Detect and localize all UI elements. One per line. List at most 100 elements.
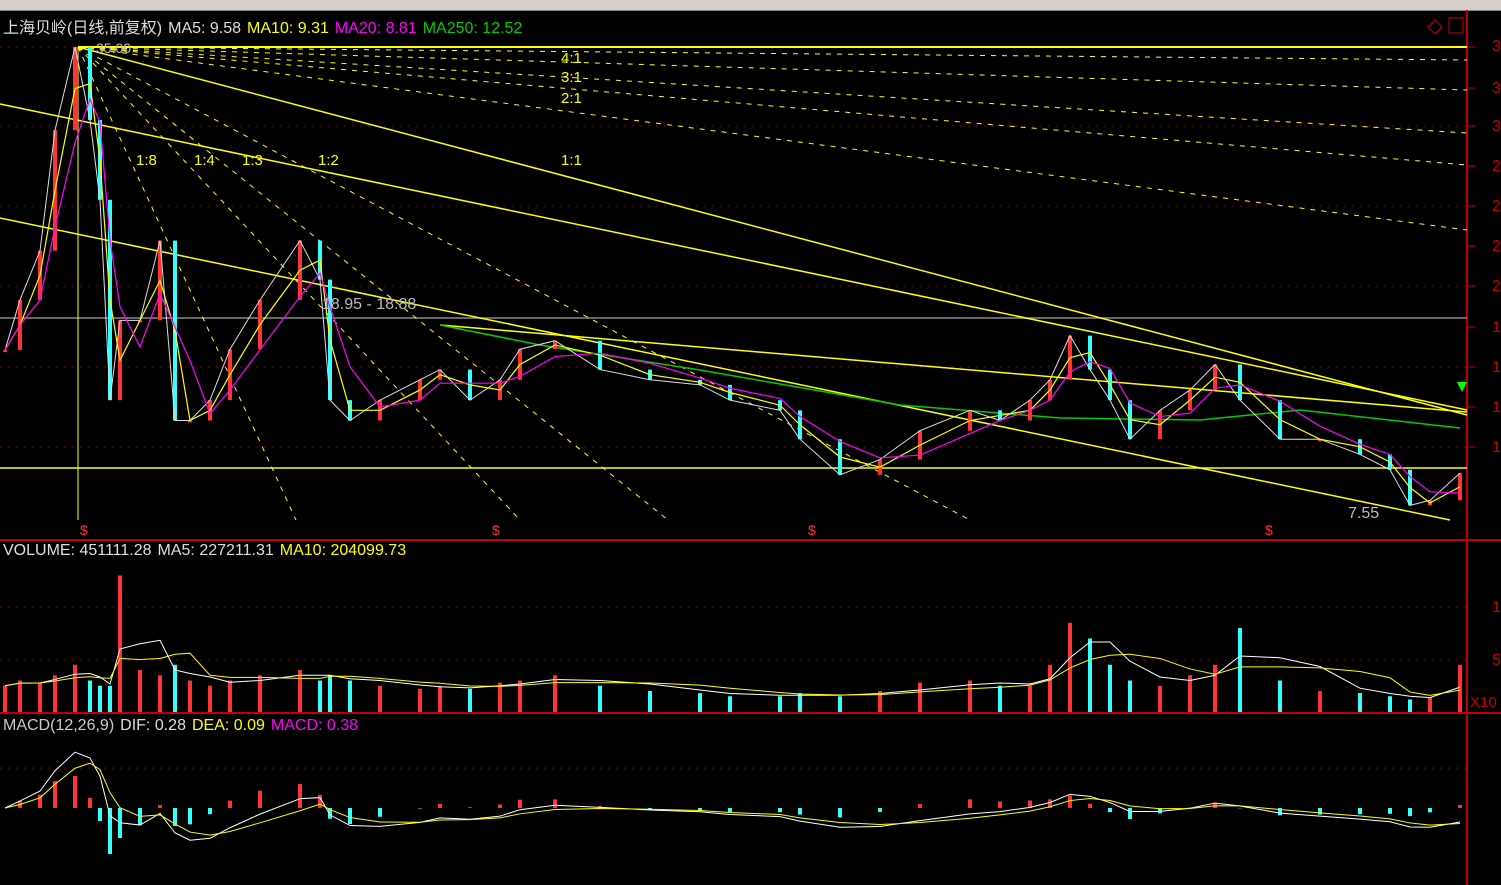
- volume-bar: [1408, 699, 1412, 712]
- gann-fan-line: [77, 46, 1468, 166]
- macd-histogram-bar: [998, 801, 1002, 808]
- gann-fan-line: [77, 46, 1468, 231]
- gann-label-1-4: 1:4: [194, 152, 215, 169]
- macd-value: MACD: 0.38: [270, 717, 359, 734]
- macd-histogram-bar: [1158, 808, 1162, 814]
- volume-bar: [778, 696, 782, 712]
- volume-bar: [38, 682, 42, 712]
- volume-bar: [648, 691, 652, 712]
- volume-bar: [418, 688, 422, 712]
- macd-histogram-bar: [498, 804, 502, 808]
- volume-bar: [1278, 680, 1282, 712]
- macd-histogram-bar: [518, 799, 522, 808]
- volume-bar: [1428, 697, 1432, 712]
- volume-bar: [73, 664, 77, 712]
- volume-bar: [1088, 638, 1092, 712]
- gann-fan-line: [77, 46, 669, 521]
- volume-bar: [598, 685, 602, 712]
- volume-bar: [1188, 675, 1192, 712]
- volume-bar: [88, 680, 92, 712]
- peak-label: 35.00: [96, 40, 132, 56]
- macd-histogram-bar: [878, 808, 882, 812]
- macd-histogram-bar: [98, 808, 102, 822]
- axis-label: 1: [1492, 439, 1501, 456]
- volume-header: VOLUME: 451111.28 MA5: 227211.31 MA10: 204…: [3, 542, 412, 560]
- volume-bar: [1458, 664, 1462, 712]
- ma10-line: [4, 82, 1461, 504]
- volume-bar: [158, 675, 162, 712]
- macd-header: MACD(12,26,9) DIF: 0.28 DEA: 0.09 MACD: 0.3…: [3, 717, 364, 735]
- gann-label-2-1: 2:1: [561, 90, 582, 107]
- macd-histogram-bar: [1428, 808, 1432, 813]
- axis-label: 2: [1492, 158, 1501, 175]
- price-candle: [1318, 439, 1322, 442]
- event-marker: $: [808, 522, 816, 538]
- gann-fan-line: [77, 46, 1468, 134]
- macd-histogram-bar: [778, 808, 782, 813]
- vol-ma10-value: MA10: 204099.73: [279, 542, 407, 559]
- gann-fan-line: [77, 46, 1468, 91]
- volume-bar: [498, 682, 502, 712]
- volume-bar: [1128, 680, 1132, 712]
- axis-label: 2: [1492, 278, 1501, 295]
- axis-label: 2: [1492, 198, 1501, 215]
- price-candle: [3, 350, 7, 353]
- macd-histogram-bar: [158, 805, 162, 808]
- axis-label: 1: [1492, 399, 1501, 416]
- volume-bar: [728, 696, 732, 712]
- volume-bar: [1108, 664, 1112, 712]
- macd-histogram-bar: [88, 797, 92, 808]
- window-icon: [1448, 17, 1464, 34]
- toolbar: [0, 0, 1501, 11]
- axis-label: 1: [1492, 359, 1501, 376]
- volume-axis-label: 5: [1492, 652, 1501, 669]
- volume-ma10-line: [4, 652, 1461, 696]
- volume-bar: [18, 680, 22, 712]
- macd-histogram-bar: [1388, 808, 1392, 814]
- macd-histogram-bar: [298, 783, 302, 808]
- diamond-icon: [1427, 19, 1443, 35]
- volume-bar: [1048, 664, 1052, 712]
- volume-bar: [173, 664, 177, 712]
- macd-histogram-bar: [318, 794, 322, 808]
- macd-histogram-bar: [698, 808, 702, 811]
- trend-line: [439, 324, 1468, 413]
- macd-histogram-bar: [728, 808, 732, 812]
- stock-title: 上海贝岭(日线,前复权): [3, 20, 163, 37]
- macd-histogram-bar: [438, 803, 442, 808]
- gann-fan-line: [77, 46, 1468, 61]
- macd-histogram-bar: [73, 775, 77, 808]
- gann-label-1-1: 1:1: [561, 152, 582, 169]
- macd-histogram-bar: [553, 799, 557, 808]
- close-line: [4, 46, 1461, 506]
- ma5-value: MA5: 9.58: [168, 20, 242, 37]
- volume-bar: [518, 680, 522, 712]
- volume-bar: [1238, 628, 1242, 712]
- price-header: 上海贝岭(日线,前复权) MA5: 9.58 MA10: 9.31 MA20: 8.8…: [3, 14, 528, 38]
- macd-histogram-bar: [328, 808, 332, 819]
- volume-bar: [838, 696, 842, 712]
- macd-histogram-bar: [1278, 808, 1282, 816]
- volume-bar: [208, 685, 212, 712]
- macd-histogram-bar: [53, 780, 57, 808]
- price-candle: [188, 420, 192, 423]
- volume-bar: [108, 685, 112, 712]
- volume-bar: [878, 691, 882, 712]
- event-marker: $: [492, 522, 500, 538]
- volume-bar: [998, 685, 1002, 712]
- axis-label: 3: [1492, 80, 1501, 97]
- gann-label-1-2: 1:2: [318, 152, 339, 169]
- dea-line: [4, 762, 1461, 836]
- macd-histogram-bar: [1088, 803, 1092, 808]
- volume-bar: [228, 680, 232, 712]
- volume-bar: [378, 685, 382, 712]
- volume-bar: [438, 685, 442, 712]
- volume-bar: [1213, 664, 1217, 712]
- macd-histogram-bar: [228, 800, 232, 808]
- volume-bar: [968, 680, 972, 712]
- ma10-value: MA10: 9.31: [247, 20, 329, 37]
- trend-line: [0, 217, 1451, 521]
- gann-label-3-1: 3:1: [561, 69, 582, 86]
- trend-line: [0, 103, 1468, 411]
